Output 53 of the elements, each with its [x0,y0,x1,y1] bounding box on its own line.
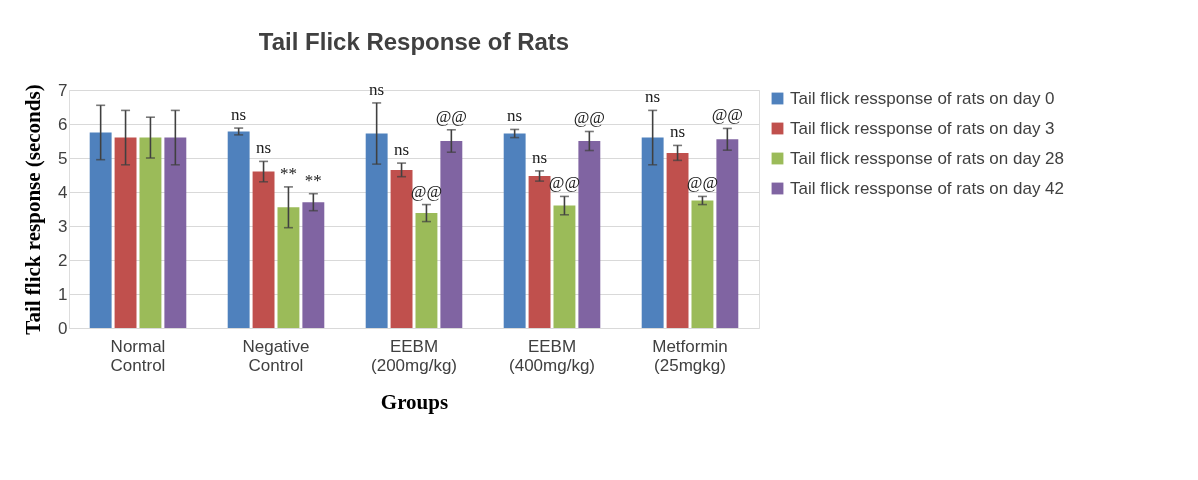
annotation: ns [531,147,548,167]
bar [553,205,576,328]
y-axis-title: Tail flick response (seconds) [21,84,46,335]
bar [89,132,112,328]
bar [528,176,551,328]
y-tick-label: 6 [58,114,68,134]
bar [415,213,438,328]
legend-label: Tail flick ressponse of rats on day 42 [790,178,1065,198]
y-tick-label: 0 [58,318,68,338]
bar [691,200,714,328]
y-tick-label: 2 [58,250,68,270]
legend-label: Tail flick ressponse of rats on day 28 [790,148,1065,168]
bar [716,139,739,328]
annotation: ns [645,87,661,107]
bar [302,202,325,328]
annotation: @@ [711,105,743,125]
annotation: ns [255,138,272,158]
annotation: ns [369,79,385,99]
legend-label: Tail flick ressponse of rats on day 0 [790,88,1055,108]
bar [578,141,601,328]
chart-title: Tail Flick Response of Rats [258,27,570,55]
bar [114,137,137,328]
annotation: ns [393,140,410,160]
annotation: ns [231,105,247,125]
x-axis-title: Groups [380,389,449,414]
y-tick-label: 3 [58,216,68,236]
y-tick-label: 1 [58,284,68,304]
bar [440,141,463,328]
annotation: ns [507,106,523,126]
bar [641,137,664,328]
y-tick-label: 7 [58,80,68,100]
x-tick-label: EEBM (200mg/kg) [371,336,457,375]
bar [365,133,388,328]
x-tick-label: EEBM (400mg/kg) [509,336,595,375]
bar [503,133,526,328]
bar [139,137,162,328]
bar [277,207,300,328]
x-tick-label: Negative Control [242,336,310,375]
y-tick-label: 5 [58,148,68,168]
annotation: ** [279,163,297,183]
bar [227,131,250,328]
bar [252,171,275,328]
bar [666,152,689,328]
annotation: ** [304,170,322,190]
y-tick-label: 4 [58,182,68,202]
annotation: ns [669,122,686,142]
bar [164,137,187,328]
bar [390,169,413,328]
annotation: @@ [573,108,605,128]
legend-label: Tail flick ressponse of rats on day 3 [790,118,1055,138]
x-tick-label: Normal Control [110,336,166,375]
x-tick-label: Metformin (25mgkg) [652,336,728,375]
annotation: @@ [435,106,467,126]
